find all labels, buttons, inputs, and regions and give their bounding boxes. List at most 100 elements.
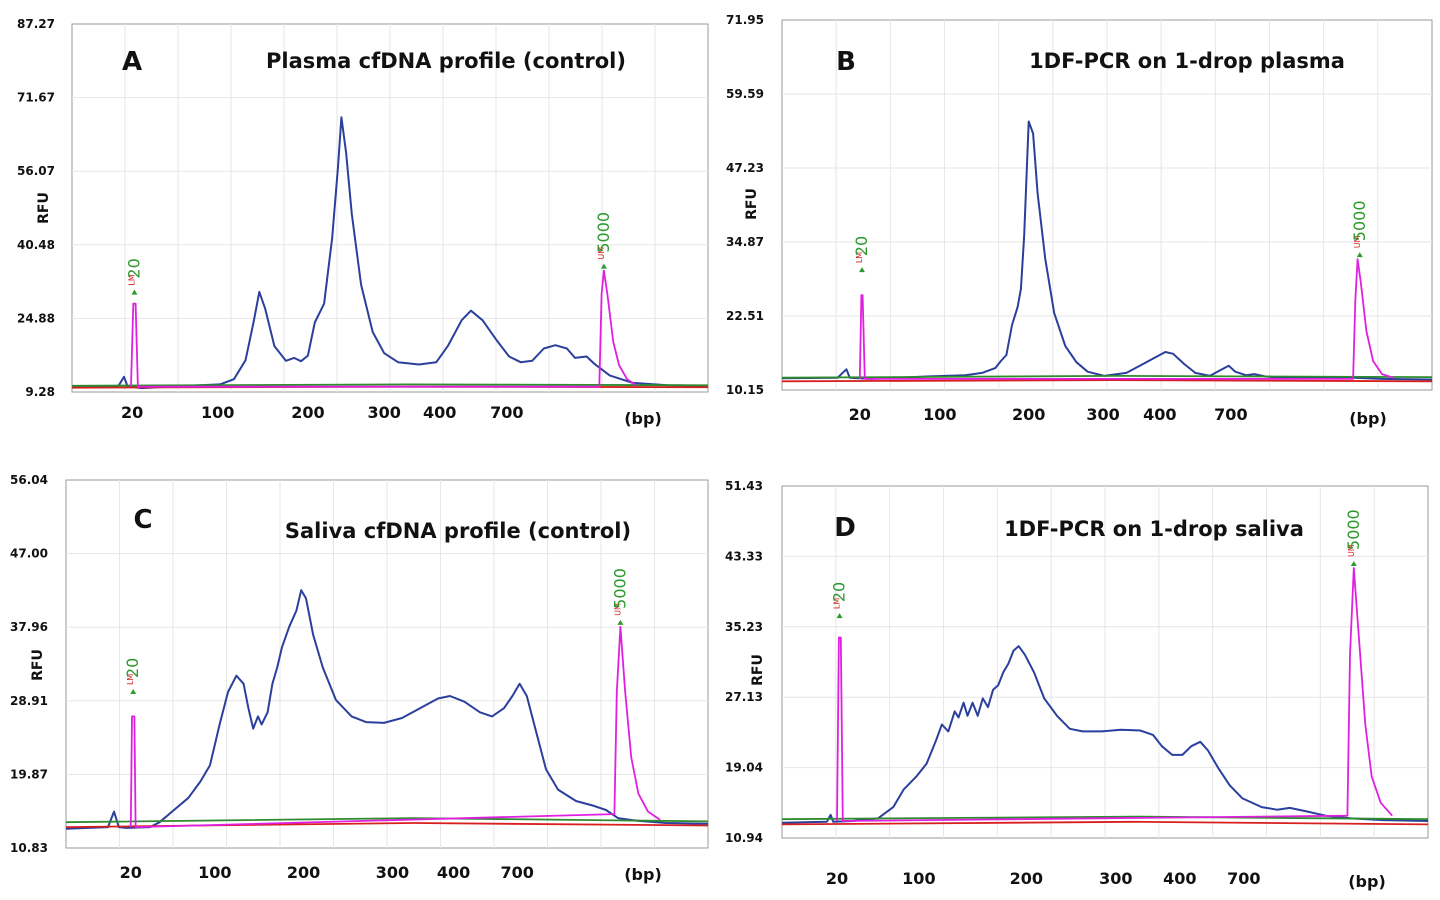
chart-d-upper-marker-tag: UM bbox=[1347, 544, 1356, 557]
chart-d-x-tick-label: 100 bbox=[902, 869, 935, 888]
chart-d-lower-marker-arrow bbox=[836, 613, 843, 619]
chart-a-lower-marker-size-label: 20 bbox=[124, 258, 143, 278]
chart-c-x-axis-unit: (bp) bbox=[624, 865, 662, 884]
panel-c: 56.04 47.00 37.96 28.91 19.87 10.83 20 100 200 30… bbox=[0, 460, 720, 900]
chart-b-x-tick-label: 20 bbox=[849, 405, 871, 424]
chart-d-upper-marker-arrow bbox=[1350, 560, 1357, 566]
chart-a-x-tick-label: 20 bbox=[121, 403, 143, 422]
chart-b-y-tick-label: 34.87 bbox=[726, 235, 764, 249]
chart-c-upper-marker-size-label: 5000 bbox=[610, 568, 629, 609]
chart-d-y-axis-label: RFU bbox=[750, 654, 766, 686]
chart-a-title: Plasma cfDNA profile (control) bbox=[266, 49, 626, 73]
chart-c-x-tick-label: 20 bbox=[120, 863, 142, 882]
chart-b-upper-marker-size-label: 5000 bbox=[1350, 200, 1369, 241]
chart-d-x-tick-label: 300 bbox=[1099, 869, 1132, 888]
chart-d-lower-marker-tag: LM bbox=[833, 598, 842, 609]
chart-a-x-tick-label: 700 bbox=[490, 403, 523, 422]
chart-d-title: 1DF-PCR on 1-drop saliva bbox=[1004, 517, 1304, 541]
chart-c-y-tick-label: 19.87 bbox=[10, 767, 48, 781]
chart-c-x-tick-label: 400 bbox=[437, 863, 470, 882]
chart-d-x-axis-unit: (bp) bbox=[1348, 872, 1386, 891]
chart-b-x-tick-label: 200 bbox=[1012, 405, 1045, 424]
chart-a-x-tick-label: 200 bbox=[291, 403, 324, 422]
chart-d-y-tick-label: 10.94 bbox=[725, 831, 763, 845]
chart-b-y-axis-label: RFU bbox=[744, 188, 760, 220]
chart-b-y-tick-label: 47.23 bbox=[726, 161, 764, 175]
chart-d-svg: 51.43 43.33 35.23 27.13 19.04 10.94 20 100 200 30… bbox=[725, 479, 1429, 891]
chart-a-upper-marker-size-label: 5000 bbox=[594, 212, 613, 253]
chart-a-marker-trace bbox=[130, 269, 637, 388]
panel-a: 87.27 71.67 56.07 40.48 24.88 9.28 20 100 200 300… bbox=[0, 0, 720, 450]
chart-c-y-axis-label: RFU bbox=[30, 649, 46, 681]
chart-a-panel-letter: A bbox=[122, 47, 142, 77]
chart-d-x-tick-label: 20 bbox=[826, 869, 848, 888]
chart-d-y-tick-label: 51.43 bbox=[725, 479, 763, 493]
chart-a-sample-trace bbox=[71, 116, 709, 390]
chart-c-panel-letter: C bbox=[133, 505, 152, 535]
chart-d-panel-letter: D bbox=[834, 513, 856, 543]
chart-c-y-tick-label: 10.83 bbox=[10, 841, 48, 855]
chart-b-title: 1DF-PCR on 1-drop plasma bbox=[1029, 49, 1345, 73]
chart-c-upper-marker-tag: UM bbox=[613, 603, 622, 616]
chart-b-x-tick-label: 300 bbox=[1086, 405, 1119, 424]
chart-d-marker-trace bbox=[836, 567, 1393, 822]
chart-a-y-tick-label: 71.67 bbox=[17, 91, 55, 105]
chart-b-upper-marker-tag: UM bbox=[1353, 235, 1362, 248]
chart-b-sample-trace bbox=[781, 120, 1433, 381]
chart-a-lower-marker-tag: LM bbox=[127, 274, 136, 285]
chart-a-x-tick-label: 400 bbox=[423, 403, 456, 422]
chart-b-baseline-green bbox=[781, 375, 1433, 379]
chart-c-baseline-green bbox=[65, 817, 709, 824]
chart-b-y-tick-label: 59.59 bbox=[726, 87, 764, 101]
chart-b-lower-marker-arrow bbox=[859, 267, 865, 273]
chart-a-y-axis-label: RFU bbox=[36, 192, 52, 224]
chart-a-y-tick-label: 87.27 bbox=[17, 17, 55, 31]
chart-d-x-tick-label: 700 bbox=[1227, 869, 1260, 888]
chart-b-y-tick-label: 22.51 bbox=[726, 309, 764, 323]
chart-b-marker-trace bbox=[858, 258, 1394, 380]
chart-d-lower-marker-size-label: 20 bbox=[830, 582, 849, 602]
chart-c-svg: 56.04 47.00 37.96 28.91 19.87 10.83 20 100 200 30… bbox=[10, 473, 709, 884]
chart-b-x-tick-label: 100 bbox=[923, 405, 956, 424]
panel-b: 71.95 59.59 47.23 34.87 22.51 10.15 20 100 200 30… bbox=[720, 0, 1440, 450]
chart-c-x-tick-label: 300 bbox=[376, 863, 409, 882]
chart-d-y-tick-label: 19.04 bbox=[725, 761, 763, 775]
chart-d-y-tick-label: 27.13 bbox=[725, 690, 763, 704]
chart-c-title: Saliva cfDNA profile (control) bbox=[285, 519, 631, 543]
chart-c-lower-marker-arrow bbox=[130, 689, 137, 695]
chart-b-x-tick-label: 400 bbox=[1143, 405, 1176, 424]
chart-d-y-tick-label: 43.33 bbox=[725, 549, 763, 563]
chart-b-baseline-red bbox=[781, 379, 1433, 383]
chart-c-lower-marker-tag: LM bbox=[126, 674, 135, 685]
chart-c-y-tick-label: 56.04 bbox=[10, 473, 48, 487]
chart-c-marker-trace bbox=[129, 625, 661, 828]
chart-a-y-tick-label: 24.88 bbox=[17, 311, 55, 325]
chart-a-x-tick-label: 100 bbox=[201, 403, 234, 422]
chart-c-x-tick-label: 700 bbox=[500, 863, 533, 882]
chart-a-upper-marker-tag: UM bbox=[597, 247, 606, 260]
chart-d-x-tick-label: 200 bbox=[1010, 869, 1043, 888]
chart-b-y-tick-label: 71.95 bbox=[726, 13, 764, 27]
chart-d-y-tick-label: 35.23 bbox=[725, 620, 763, 634]
chart-c-y-tick-label: 37.96 bbox=[10, 620, 48, 634]
chart-c-y-tick-label: 47.00 bbox=[10, 547, 48, 561]
chart-b-lower-marker-tag: LM bbox=[855, 252, 864, 263]
chart-d-sample-trace bbox=[781, 645, 1429, 824]
chart-b-x-axis-unit: (bp) bbox=[1349, 409, 1387, 428]
chart-b-upper-marker-arrow bbox=[1356, 252, 1363, 258]
chart-b-panel-letter: B bbox=[836, 47, 856, 77]
panel-d: 51.43 43.33 35.23 27.13 19.04 10.94 20 100 200 30… bbox=[720, 460, 1440, 900]
chart-a-x-tick-label: 300 bbox=[368, 403, 401, 422]
chart-c-upper-marker-arrow bbox=[617, 619, 624, 625]
chart-a-y-tick-label: 9.28 bbox=[25, 385, 55, 399]
chart-c-x-tick-label: 200 bbox=[287, 863, 320, 882]
chart-a-upper-marker-arrow bbox=[600, 263, 607, 269]
chart-c-sample-trace bbox=[65, 589, 709, 830]
chart-b-y-tick-label: 10.15 bbox=[726, 383, 764, 397]
chart-c-y-tick-label: 28.91 bbox=[10, 694, 48, 708]
chart-a-x-axis-unit: (bp) bbox=[624, 409, 662, 428]
chart-b-x-tick-label: 700 bbox=[1214, 405, 1247, 424]
chart-d-upper-marker-size-label: 5000 bbox=[1344, 509, 1363, 550]
chart-a-lower-marker-arrow bbox=[131, 289, 138, 295]
chart-a-y-tick-label: 40.48 bbox=[17, 238, 55, 252]
